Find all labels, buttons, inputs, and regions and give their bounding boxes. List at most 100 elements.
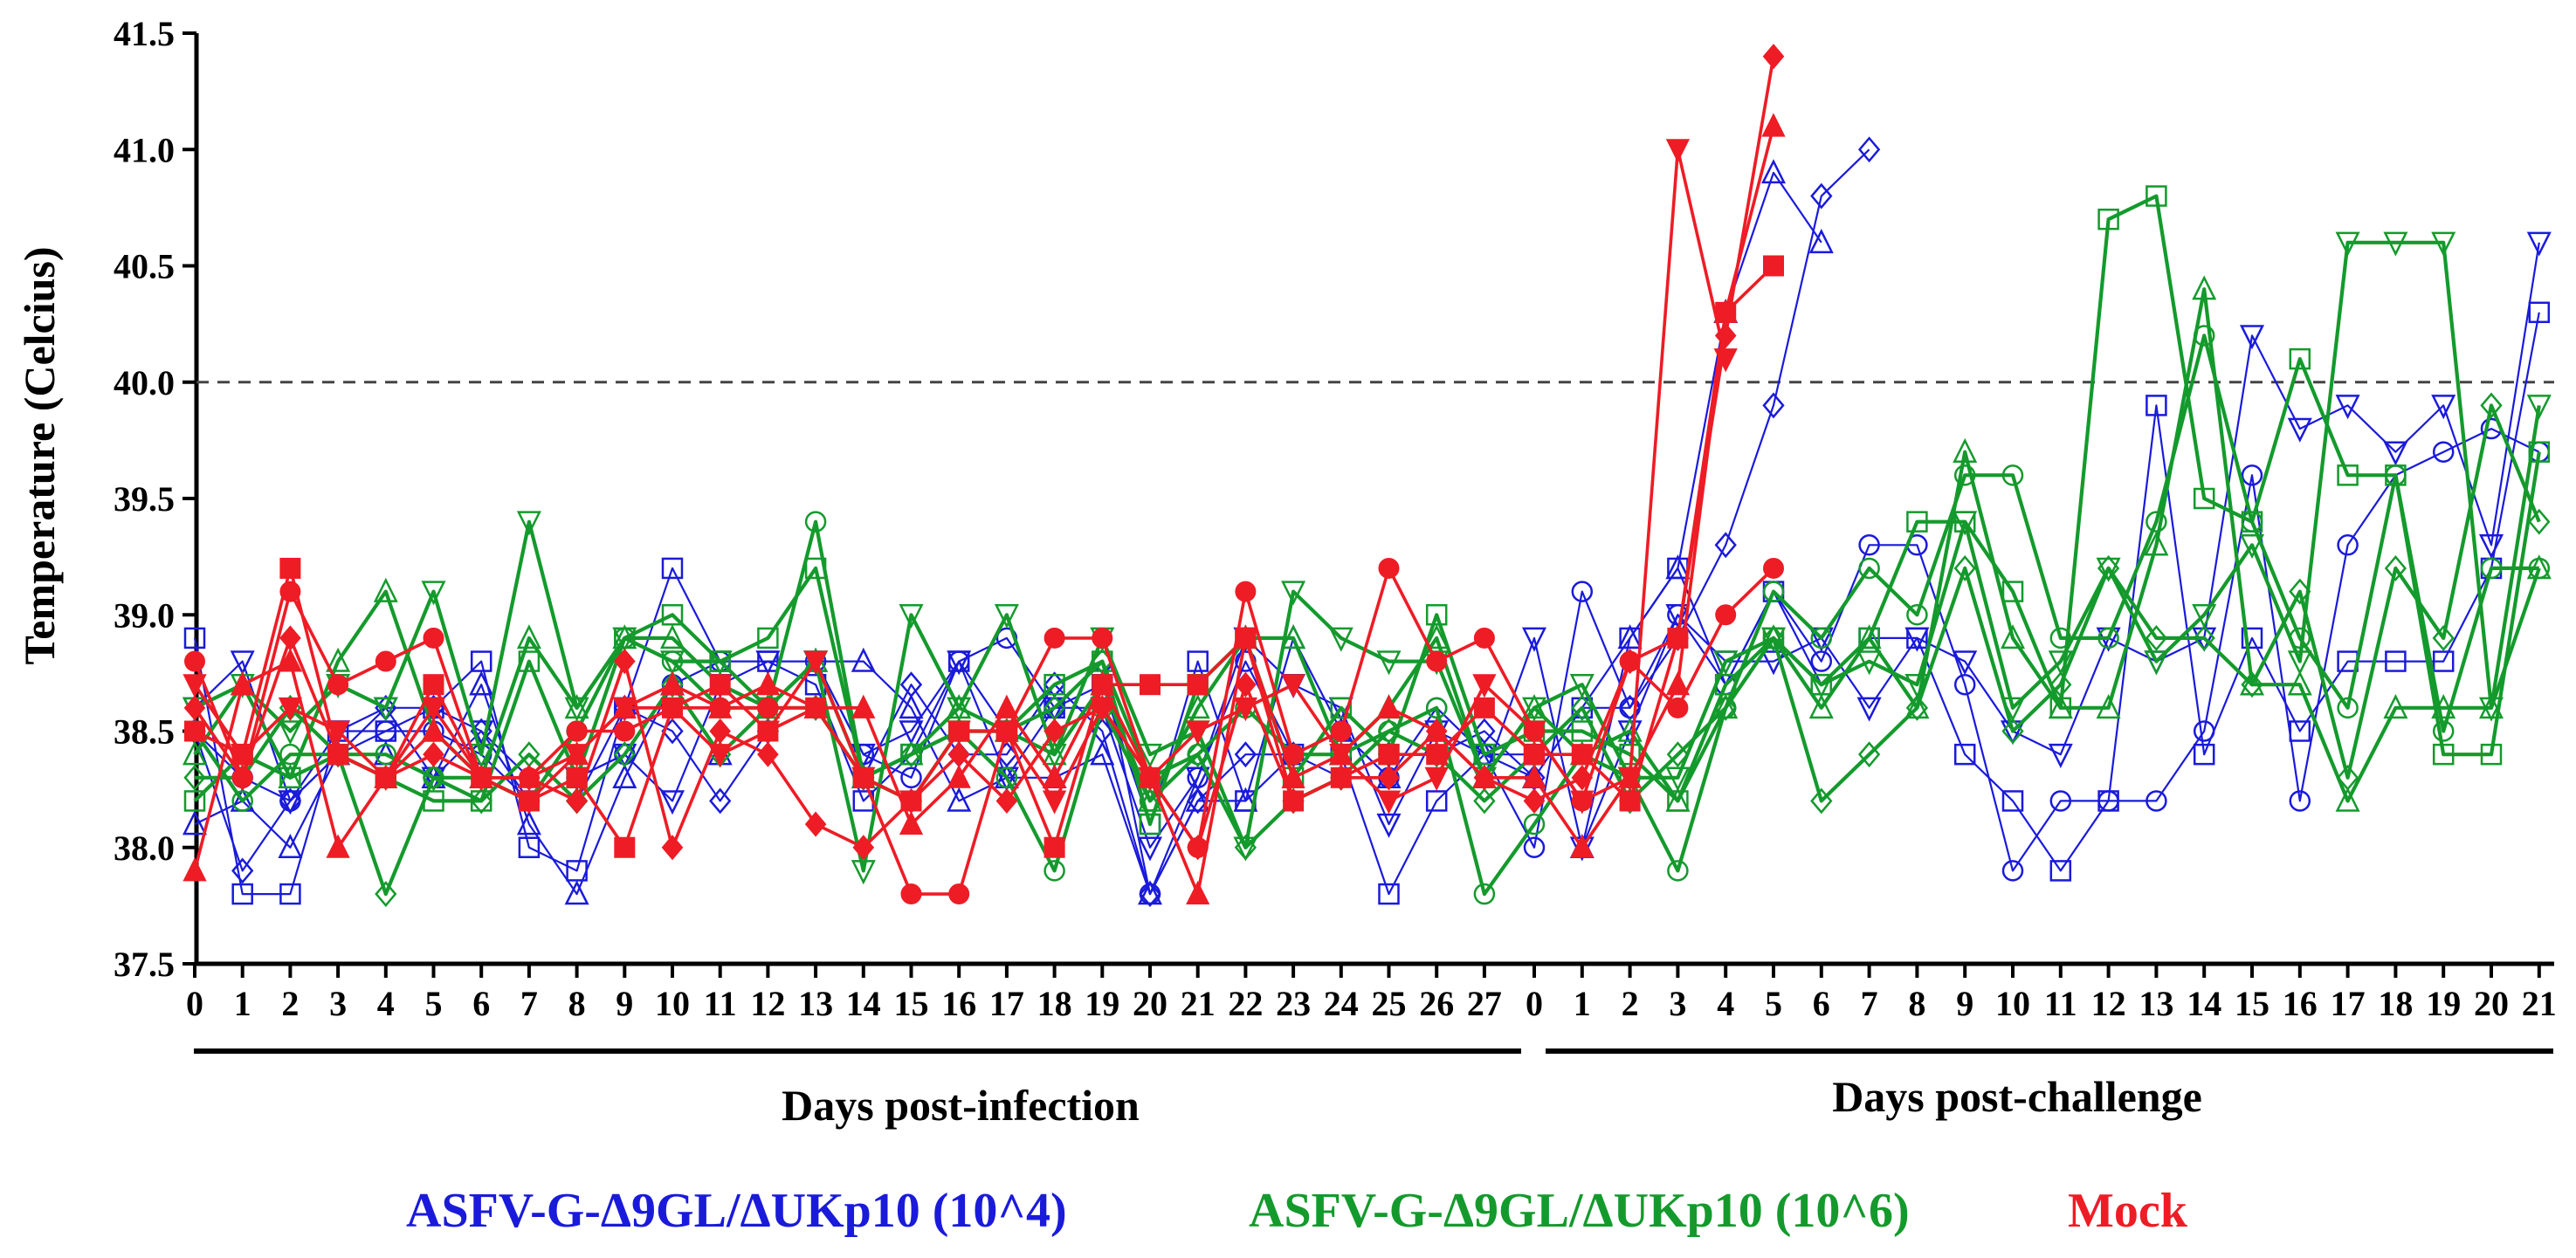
data-point <box>326 647 351 672</box>
data-point <box>1762 44 1785 70</box>
data-point <box>1760 627 1787 652</box>
data-point <box>2431 395 2456 420</box>
data-point <box>1714 322 1737 348</box>
data-point <box>2193 624 2215 651</box>
series-line <box>193 567 1775 896</box>
x-tick-label: 3 <box>329 984 347 1023</box>
data-point <box>1762 392 1785 419</box>
data-point <box>278 720 303 746</box>
data-point <box>1235 581 1257 602</box>
y-tick-label: 38.0 <box>114 828 175 868</box>
data-point <box>1570 834 1595 858</box>
data-point <box>1808 229 1834 254</box>
data-point <box>2239 670 2265 696</box>
y-tick-label: 38.5 <box>114 712 175 752</box>
data-point <box>1473 787 1496 815</box>
data-point <box>1808 694 1834 719</box>
data-point <box>2097 555 2120 581</box>
data-point <box>1665 670 1691 696</box>
data-point <box>2480 392 2503 419</box>
series-line <box>193 126 1775 896</box>
data-point <box>1234 834 1257 861</box>
data-point <box>516 624 541 650</box>
data-point <box>1665 787 1691 812</box>
data-point <box>1856 697 1882 722</box>
data-point <box>516 511 541 536</box>
data-point <box>1042 790 1067 815</box>
data-point <box>423 627 444 649</box>
data-point <box>423 674 444 696</box>
data-point <box>2431 694 2456 719</box>
data-point <box>1810 627 1833 650</box>
series-line <box>193 312 2540 896</box>
data-point <box>1667 860 1689 882</box>
data-point <box>2385 650 2407 672</box>
data-point <box>1473 697 1495 718</box>
x-tick-label: 11 <box>2044 984 2077 1023</box>
data-point <box>518 836 541 858</box>
data-point <box>279 557 301 579</box>
data-point <box>757 627 779 650</box>
data-point <box>708 744 733 768</box>
data-point <box>1619 649 1641 675</box>
data-point <box>2097 627 2119 650</box>
data-point <box>564 744 589 768</box>
data-point <box>612 627 637 652</box>
data-point <box>1906 511 1928 533</box>
y-tick-label: 41.5 <box>114 14 175 53</box>
data-point <box>1953 555 1976 581</box>
x-tick-label: 21 <box>2522 984 2557 1023</box>
series-mock-triangle-up <box>183 113 1786 905</box>
data-point <box>2335 231 2360 257</box>
data-point <box>2528 441 2551 463</box>
data-point <box>1472 674 1497 698</box>
x-tick-label: 13 <box>2139 984 2173 1023</box>
data-point <box>2289 720 2311 742</box>
data-point <box>326 834 350 858</box>
series-high-square <box>183 185 2551 835</box>
data-point <box>2287 670 2312 696</box>
data-point <box>757 741 779 767</box>
data-point <box>1281 764 1305 788</box>
data-point <box>2337 697 2359 719</box>
data-point <box>1473 765 1496 791</box>
x-tick-label: 16 <box>2283 984 2318 1023</box>
data-point <box>995 766 1018 789</box>
data-point <box>1234 741 1257 768</box>
x-tick-label: 21 <box>1181 984 1216 1023</box>
data-point <box>2336 764 2359 791</box>
data-point <box>184 720 205 742</box>
x-tick-label: 10 <box>1995 984 2030 1023</box>
data-point <box>1092 627 1113 649</box>
data-point <box>1714 532 1737 559</box>
data-point <box>995 787 1018 814</box>
data-point <box>1282 787 1305 814</box>
section-label-post-challenge: Days post-challenge <box>1832 1072 2202 1121</box>
data-point <box>183 857 207 882</box>
x-tick-label: 5 <box>425 984 443 1023</box>
x-tick-label: 7 <box>1861 984 1878 1023</box>
data-point <box>375 743 397 766</box>
data-point <box>183 790 206 812</box>
data-point <box>2432 720 2455 742</box>
data-point <box>2383 441 2408 466</box>
data-point <box>2289 790 2311 812</box>
data-point <box>660 697 685 722</box>
data-point <box>1233 624 1258 649</box>
data-point <box>2480 743 2503 766</box>
data-point <box>2096 557 2121 582</box>
x-tick-label: 23 <box>1276 984 1311 1023</box>
data-point <box>1763 255 1784 277</box>
y-tick-label: 37.5 <box>114 945 175 984</box>
data-point <box>899 810 924 835</box>
data-point <box>1953 437 1978 463</box>
data-point <box>2241 464 2263 486</box>
data-point <box>1424 624 1450 650</box>
data-point <box>708 694 733 718</box>
data-point <box>1043 860 1065 882</box>
data-point <box>852 835 875 861</box>
data-point <box>2432 441 2455 463</box>
x-tick-label: 8 <box>1908 984 1925 1023</box>
data-point <box>1569 673 1595 698</box>
data-point <box>707 650 733 676</box>
